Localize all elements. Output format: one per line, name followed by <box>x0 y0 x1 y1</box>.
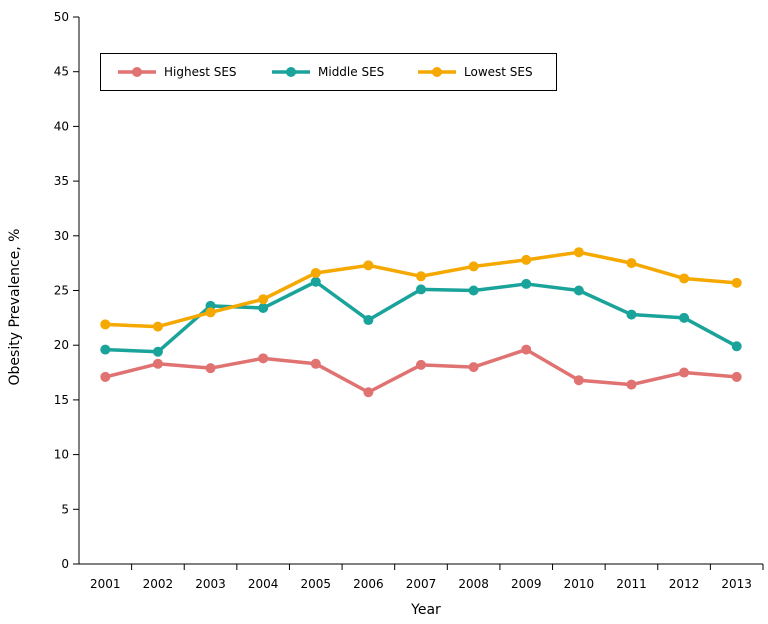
y-tick-label: 20 <box>54 338 69 352</box>
data-point <box>152 346 163 357</box>
data-point <box>731 371 742 382</box>
legend-swatch-dot <box>132 67 142 77</box>
legend-swatch-dot <box>286 67 296 77</box>
data-point <box>363 387 374 398</box>
data-point <box>731 277 742 288</box>
data-point <box>468 261 479 272</box>
y-tick-label: 25 <box>54 284 69 298</box>
legend: Highest SES Middle SES Lowest SES <box>100 53 557 91</box>
data-point <box>152 358 163 369</box>
data-point <box>521 254 532 265</box>
legend-item: Middle SES <box>272 65 384 79</box>
data-point <box>573 247 584 258</box>
x-tick-label: 2005 <box>300 577 331 591</box>
data-point <box>626 258 637 269</box>
data-point <box>258 294 269 305</box>
legend-box <box>100 53 557 91</box>
data-point <box>679 312 690 323</box>
data-point <box>573 375 584 386</box>
x-tick-label: 2011 <box>616 577 647 591</box>
x-tick-label: 2012 <box>669 577 700 591</box>
legend-item: Highest SES <box>118 65 237 79</box>
data-point <box>363 315 374 326</box>
x-tick-label: 2004 <box>248 577 279 591</box>
data-point <box>573 285 584 296</box>
y-tick-label: 5 <box>61 502 69 516</box>
x-tick-label: 2002 <box>143 577 174 591</box>
y-tick-label: 30 <box>54 229 69 243</box>
y-axis-label: Obesity Prevalence, % <box>7 229 23 386</box>
series-highest-ses <box>100 344 742 398</box>
x-tick-label: 2009 <box>511 577 542 591</box>
data-point <box>731 341 742 352</box>
data-point <box>626 309 637 320</box>
data-point <box>310 267 321 278</box>
data-point <box>205 307 216 318</box>
data-point <box>521 278 532 289</box>
y-tick-label: 0 <box>61 557 69 571</box>
legend-item: Lowest SES <box>418 65 533 79</box>
data-point <box>152 321 163 332</box>
data-point <box>100 344 111 355</box>
data-point <box>416 271 426 282</box>
legend-label: Middle SES <box>318 65 384 79</box>
y-tick-label: 10 <box>54 448 69 462</box>
legend-label: Lowest SES <box>464 65 533 79</box>
data-point <box>679 367 690 378</box>
x-tick-label: 2003 <box>195 577 226 591</box>
y-tick-label: 35 <box>54 174 69 188</box>
legend-swatch-dot <box>432 67 442 77</box>
data-point <box>205 363 216 374</box>
data-point <box>363 260 374 271</box>
y-tick-label: 50 <box>54 10 69 24</box>
x-tick-label: 2013 <box>721 577 752 591</box>
x-tick-label: 2007 <box>406 577 437 591</box>
data-point <box>521 344 532 355</box>
data-point <box>258 353 269 364</box>
x-tick-label: 2008 <box>458 577 489 591</box>
series-lowest-ses <box>100 247 742 332</box>
data-point <box>100 319 111 330</box>
data-point <box>468 285 479 296</box>
axes: 0 5 10 15 20 25 30 35 40 45 50 2001 2002 2003 2004 2005… <box>54 10 764 591</box>
legend-label: Highest SES <box>164 65 237 79</box>
y-tick-label: 40 <box>54 119 69 133</box>
data-point <box>310 276 321 287</box>
data-point <box>626 379 637 390</box>
x-tick-label: 2001 <box>90 577 121 591</box>
series-lines <box>100 247 742 398</box>
data-point <box>416 284 426 295</box>
x-tick-label: 2006 <box>353 577 384 591</box>
data-point <box>100 371 111 382</box>
y-tick-label: 45 <box>54 65 69 79</box>
data-point <box>679 273 690 284</box>
series-middle-ses <box>100 276 742 357</box>
data-point <box>310 358 321 369</box>
series-line <box>104 347 737 394</box>
data-point <box>258 303 269 314</box>
data-point <box>468 362 479 373</box>
data-point <box>416 359 426 370</box>
x-axis-label: Year <box>410 602 441 618</box>
x-tick-label: 2010 <box>564 577 595 591</box>
y-tick-label: 15 <box>54 393 69 407</box>
